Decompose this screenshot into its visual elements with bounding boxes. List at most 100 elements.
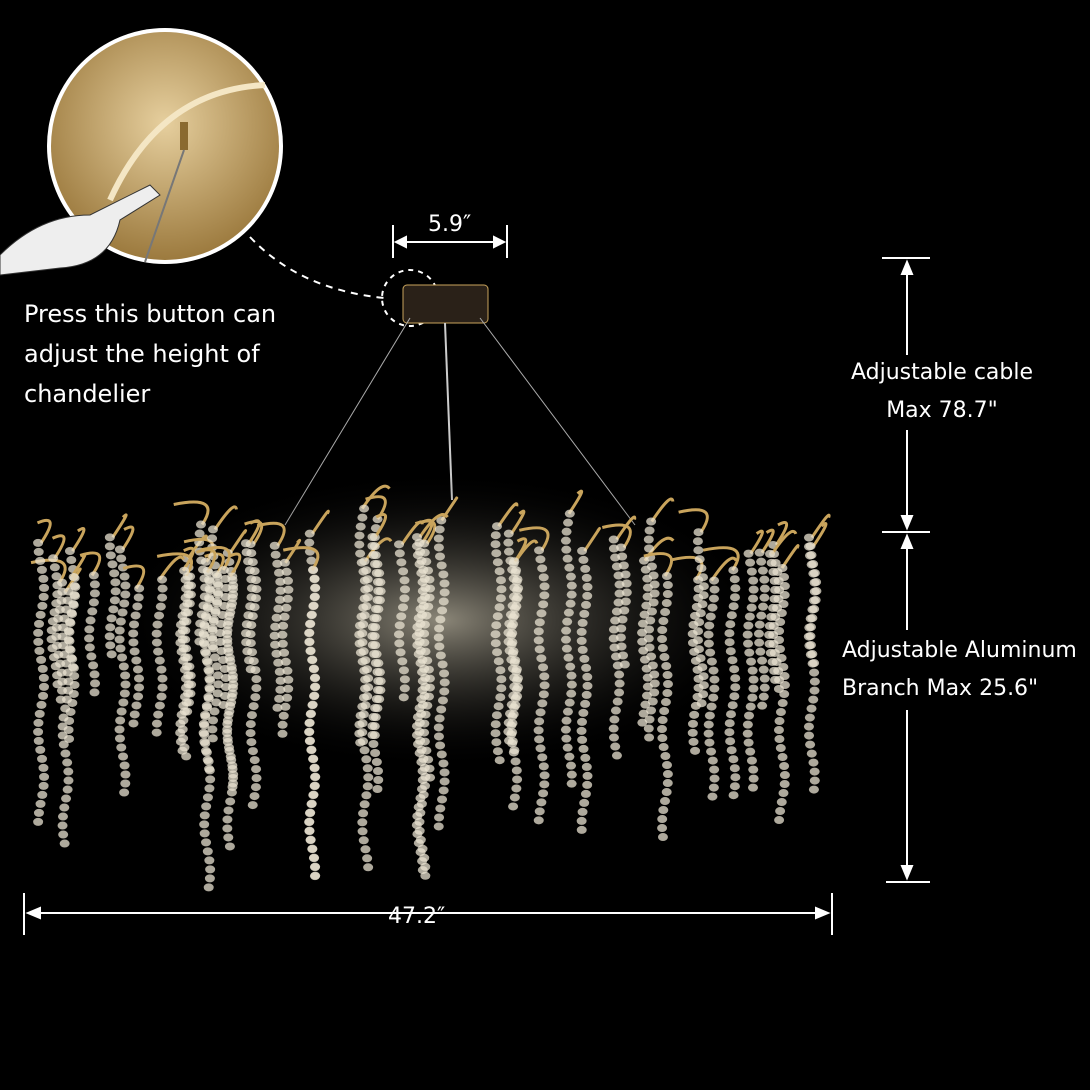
crystal	[274, 595, 285, 604]
crystal	[439, 678, 450, 687]
crystal	[744, 612, 755, 621]
crystal	[118, 662, 129, 671]
crystal	[756, 557, 767, 566]
crystal	[644, 733, 655, 742]
crystal	[304, 719, 315, 728]
crystal	[39, 772, 50, 781]
crystal	[204, 685, 215, 694]
crystal	[35, 799, 46, 808]
crystal	[175, 629, 186, 638]
crystal	[358, 710, 369, 719]
crystal	[89, 670, 100, 679]
crystal	[612, 661, 623, 670]
crystal	[309, 575, 320, 584]
crystal	[33, 808, 44, 817]
crystal	[709, 684, 720, 693]
crystal	[304, 638, 315, 647]
crystal	[424, 593, 435, 602]
crystal	[49, 563, 60, 572]
crystal	[564, 563, 575, 572]
crystal	[309, 782, 320, 791]
crystal	[779, 672, 790, 681]
crystal	[508, 710, 519, 719]
crystal	[152, 620, 163, 629]
crystal	[507, 728, 518, 737]
branch	[70, 552, 87, 578]
crystal	[412, 713, 423, 722]
branch	[513, 537, 528, 563]
crystal	[561, 716, 572, 725]
crystal	[766, 612, 777, 621]
crystal	[660, 698, 671, 707]
crystal	[639, 610, 650, 619]
crystal	[63, 767, 74, 776]
branch	[311, 509, 330, 535]
crystal	[490, 630, 501, 639]
crystal	[52, 581, 63, 590]
crystal	[708, 594, 719, 603]
crystal	[495, 594, 506, 603]
branch	[122, 564, 146, 590]
crystal	[222, 716, 233, 725]
crystal	[510, 656, 521, 665]
crystal	[372, 785, 383, 794]
crystal	[661, 599, 672, 608]
crystal	[698, 591, 709, 600]
crystal	[693, 645, 704, 654]
crystal	[534, 807, 545, 816]
crystal	[436, 561, 447, 570]
crystal	[69, 680, 80, 689]
crystal	[220, 592, 231, 601]
crystal	[201, 748, 212, 757]
crystal	[538, 600, 549, 609]
branch	[810, 513, 831, 539]
crystal	[809, 596, 820, 605]
crystal	[207, 642, 218, 651]
crystal	[308, 854, 319, 863]
crystal	[128, 629, 139, 638]
crystal	[704, 738, 715, 747]
crystal	[179, 692, 190, 701]
crystal	[690, 746, 701, 755]
crystal	[204, 784, 215, 793]
branch	[158, 555, 185, 581]
crystal	[35, 745, 46, 754]
crystal	[358, 737, 369, 746]
crystal	[304, 529, 315, 538]
crystal	[613, 598, 624, 607]
crystal	[394, 630, 405, 639]
crystal	[195, 520, 206, 529]
crystal	[659, 653, 670, 662]
crystal	[204, 766, 215, 775]
crystal	[89, 580, 100, 589]
branch	[601, 523, 632, 549]
crystal	[244, 566, 255, 575]
crystal	[806, 704, 817, 713]
crystal	[729, 764, 740, 773]
crystal	[199, 622, 210, 631]
crystal	[580, 789, 591, 798]
crystal	[576, 816, 587, 825]
crystal	[578, 555, 589, 564]
crystal	[581, 573, 592, 582]
crystal	[130, 611, 141, 620]
crystal	[69, 671, 80, 680]
crystal	[495, 576, 506, 585]
crystal	[157, 575, 168, 584]
crystal	[641, 601, 652, 610]
crystal	[69, 581, 80, 590]
crystal	[646, 562, 657, 571]
crystal	[644, 625, 655, 634]
crystal	[643, 535, 654, 544]
crystal	[564, 698, 575, 707]
canopy-width-label: 5.9″	[428, 212, 472, 237]
crystal	[128, 719, 139, 728]
crystal	[779, 681, 790, 690]
crystal	[513, 683, 524, 692]
crystal	[199, 640, 210, 649]
crystal	[662, 581, 673, 590]
crystal	[437, 696, 448, 705]
crystal	[89, 688, 100, 697]
crystal	[241, 548, 252, 557]
